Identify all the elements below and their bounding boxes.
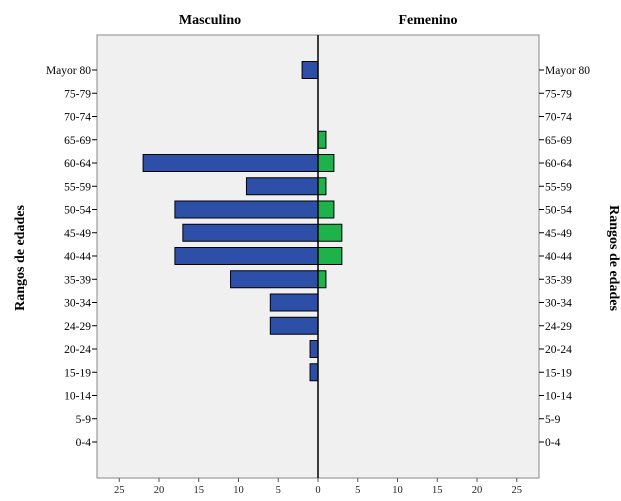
y-tick-label-left: 35-39 <box>64 274 91 286</box>
masculino-bar <box>174 247 319 265</box>
femenino-bar <box>317 270 327 289</box>
y-tick-label-right: 24-29 <box>545 321 572 333</box>
x-tick-label: 25 <box>512 485 523 496</box>
masculino-bar <box>230 270 319 289</box>
x-tick-label: 0 <box>315 485 320 496</box>
femenino-bar <box>317 247 343 265</box>
x-tick-label: 20 <box>472 485 483 496</box>
y-tick-label-left: 45-49 <box>64 228 91 240</box>
masculino-bar <box>142 154 319 172</box>
y-axis-label-right: Rangos de edades <box>606 205 621 311</box>
y-tick-label-right: 35-39 <box>545 274 572 286</box>
y-tick-label-left: 75-79 <box>64 88 91 100</box>
y-tick-label-left: 50-54 <box>64 205 91 217</box>
y-tick-label-left: 40-44 <box>64 251 91 263</box>
y-tick-label-left: 60-64 <box>64 158 91 170</box>
x-tick-label: 10 <box>392 485 403 496</box>
femenino-bar <box>317 130 327 149</box>
right-panel-background <box>317 34 540 479</box>
masculino-bar <box>174 200 319 219</box>
y-tick-label-left: 15-19 <box>64 367 91 379</box>
left-panel-title: Masculino <box>179 13 241 28</box>
x-tick-label: 5 <box>355 485 360 496</box>
masculino-bar <box>269 293 319 312</box>
y-tick-label-left: 10-14 <box>64 391 91 403</box>
y-tick-label-left: 20-24 <box>64 344 91 356</box>
masculino-bar <box>309 363 319 382</box>
y-tick-label-right: 20-24 <box>545 344 572 356</box>
y-tick-label-right: Mayor 80 <box>545 65 590 77</box>
x-tick-label: 10 <box>233 485 244 496</box>
y-tick-label-left: 70-74 <box>64 112 91 124</box>
y-tick-label-left: 55-59 <box>64 181 91 193</box>
femenino-bar <box>317 200 335 219</box>
x-tick-label: 20 <box>154 485 165 496</box>
y-tick-label-right: 60-64 <box>545 158 572 170</box>
x-axis: 0 5 5 10 10 15 15 20 20 25 25 <box>114 478 522 496</box>
y-tick-label-right: 50-54 <box>545 205 572 217</box>
y-axis-label-left: Rangos de edades <box>13 205 28 311</box>
y-tick-label-right: 40-44 <box>545 251 572 263</box>
y-tick-label-right: 55-59 <box>545 181 572 193</box>
masculino-bar <box>182 223 319 242</box>
x-tick-label: 15 <box>432 485 443 496</box>
y-tick-label-right: 10-14 <box>545 391 572 403</box>
y-tick-label-right: 70-74 <box>545 112 572 124</box>
y-tick-label-left: Mayor 80 <box>46 65 91 77</box>
femenino-bar <box>317 154 335 172</box>
y-tick-label-left: 24-29 <box>64 321 91 333</box>
masculino-bar <box>269 316 319 335</box>
right-y-axis: Mayor 80 75-79 70-74 65-69 60-64 55-59 50-54 45… <box>539 65 590 449</box>
y-tick-label-right: 65-69 <box>545 135 572 147</box>
y-tick-label-right: 15-19 <box>545 367 572 379</box>
y-tick-label-right: 75-79 <box>545 88 572 100</box>
x-tick-label: 25 <box>114 485 125 496</box>
femenino-bars <box>317 130 343 289</box>
right-panel-title: Femenino <box>398 13 457 28</box>
femenino-bar <box>317 177 327 196</box>
masculino-bar <box>301 61 319 79</box>
y-tick-label-right: 5-9 <box>545 414 561 426</box>
x-tick-label: 15 <box>194 485 205 496</box>
masculino-bar <box>309 340 319 358</box>
x-tick-label: 5 <box>276 485 281 496</box>
y-tick-label-right: 30-34 <box>545 298 572 310</box>
y-tick-label-left: 0-4 <box>76 437 92 449</box>
y-tick-label-left: 65-69 <box>64 135 91 147</box>
y-tick-label-left: 5-9 <box>76 414 92 426</box>
y-tick-label-right: 45-49 <box>545 228 572 240</box>
masculino-bar <box>245 177 319 196</box>
y-tick-label-left: 30-34 <box>64 298 91 310</box>
y-tick-label-right: 0-4 <box>545 437 561 449</box>
femenino-bar <box>317 223 343 242</box>
left-y-axis: Mayor 80 75-79 70-74 65-69 60-64 55-59 50-54 45… <box>46 65 97 449</box>
